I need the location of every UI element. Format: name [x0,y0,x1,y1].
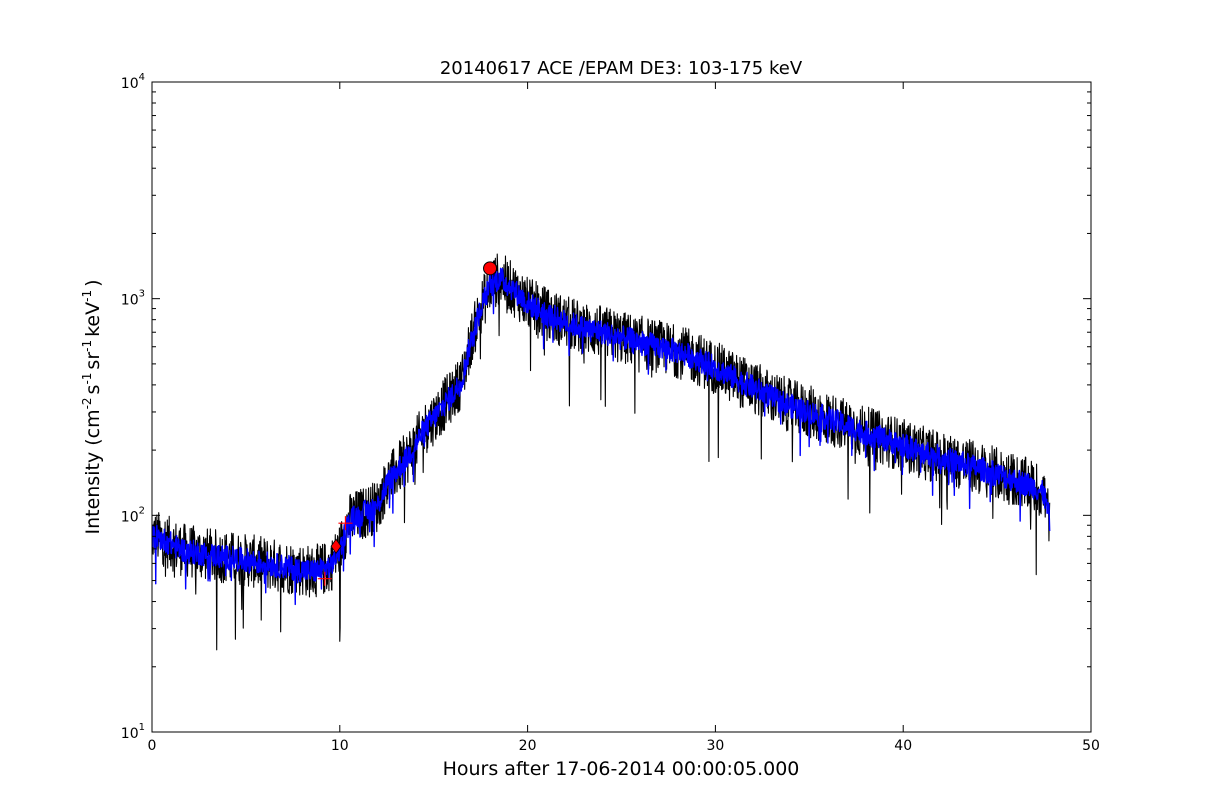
marker-layer [317,261,498,586]
series-line-smoothed [152,267,1051,606]
y-tick-exponent: 4 [139,72,145,83]
x-tick-label: 0 [148,738,157,754]
chart-title: 20140617 ACE /EPAM DE3: 103-175 keV [440,58,803,79]
plus-marker [317,571,332,586]
y-tick-label: 101 [121,722,145,742]
y-label-exponent: -1 [80,373,94,385]
y-tick-base: 10 [121,293,139,309]
y-label-unit: ) [82,279,104,286]
x-tick-label: 30 [706,738,724,754]
plot-frame [151,81,1092,733]
y-label-unit: keV [82,302,104,337]
y-label-exponent: -1 [80,290,94,302]
y-tick-label: 103 [121,289,145,309]
y-tick-label: 102 [121,505,145,525]
y-axis-label: Intensity (cm-2s-1sr-1keV-1) [80,279,104,534]
y-label-unit: s [82,385,104,395]
x-axis-label: Hours after 17-06-2014 00:00:05.000 [443,758,800,780]
series-layer [152,253,1051,651]
peak-marker [483,261,498,276]
y-tick-base: 10 [121,509,139,525]
x-tick-label: 20 [519,738,537,754]
y-label-exponent: -1 [80,340,94,352]
onset-marker [330,538,342,554]
y-tick-exponent: 1 [139,722,145,733]
x-tick-label: 50 [1082,738,1100,754]
y-tick-exponent: 2 [139,505,145,516]
x-tick-label: 40 [894,738,912,754]
plus-marker [338,516,353,531]
y-tick-label: 104 [121,72,145,92]
y-label-unit: sr [82,352,104,370]
y-tick-exponent: 3 [139,289,145,300]
y-tick-base: 10 [121,76,139,92]
y-label-prefix: Intensity (cm [82,409,104,534]
y-tick-base: 10 [121,726,139,742]
y-label-exponent: -2 [80,397,94,409]
x-tick-label: 10 [331,738,349,754]
